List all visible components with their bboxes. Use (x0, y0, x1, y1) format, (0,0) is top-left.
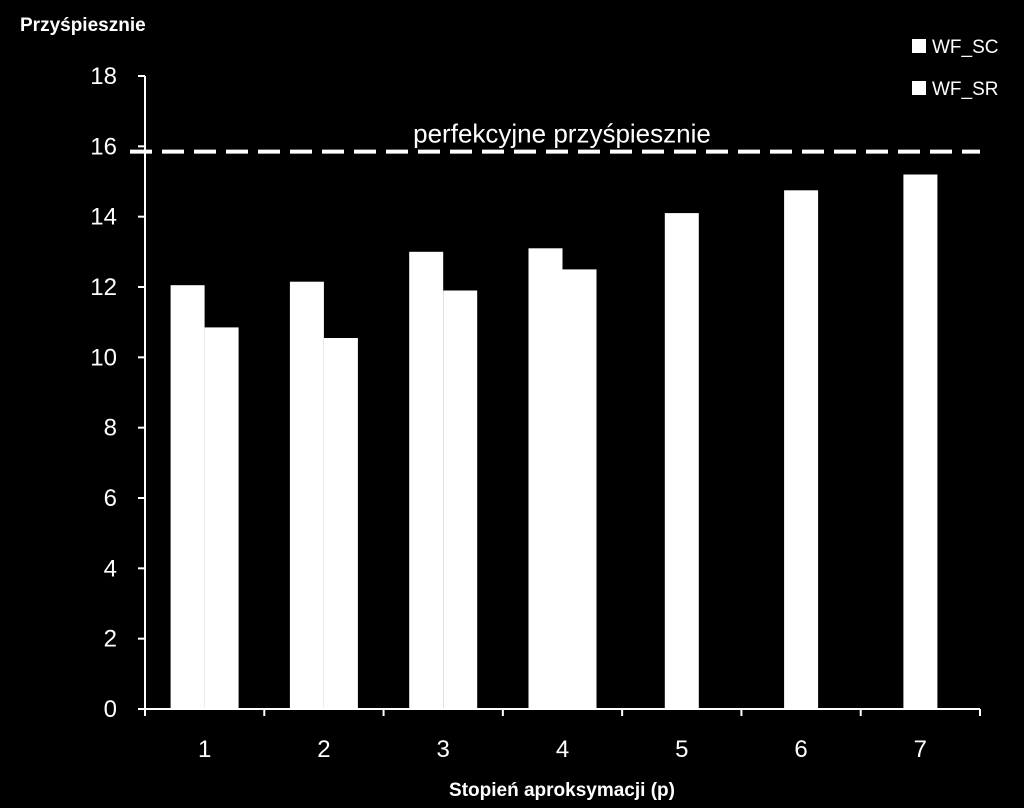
y-tick-label-16: 16 (90, 133, 117, 160)
reference-line-group: perfekcyjne przyśpiesznie (130, 119, 980, 154)
x-tick-label-5: 5 (675, 736, 688, 763)
y-tick-label-6: 6 (104, 485, 117, 512)
bar-wf_sr-4 (562, 269, 597, 709)
x-tick-label-1: 1 (198, 736, 211, 763)
x-tick-label-2: 2 (317, 736, 330, 763)
bar-wf_sc-2 (289, 281, 324, 709)
legend-swatch-wf_sr (912, 81, 926, 95)
y-tick-label-12: 12 (90, 274, 117, 301)
y-tick-label-18: 18 (90, 63, 117, 90)
bar-wf_sc-3 (409, 251, 444, 710)
y-tick-label-10: 10 (90, 344, 117, 371)
bar-wf_sr-3 (443, 290, 478, 709)
y-tick-label-8: 8 (104, 415, 117, 442)
x-tick-label-6: 6 (794, 736, 807, 763)
bar-wf_sr-7 (903, 174, 938, 709)
legend: WF_SC WF_SR (912, 37, 999, 100)
bar-wf_sr-5 (664, 213, 699, 709)
x-tick-label-3: 3 (437, 736, 450, 763)
legend-label-wf_sc: WF_SC (932, 37, 999, 58)
bars (170, 174, 938, 710)
bar-wf_sr-1 (204, 327, 239, 709)
legend-label-wf_sr: WF_SR (932, 79, 999, 100)
x-tick-label-4: 4 (556, 736, 569, 763)
bar-wf_sr-2 (323, 338, 358, 709)
y-axis-title: Przyśpiesznie (20, 15, 146, 36)
x-axis-title: Stopień aproksymacji (p) (449, 780, 675, 801)
y-tick-label-0: 0 (104, 696, 117, 723)
reference-line-label: perfekcyjne przyśpiesznie (413, 119, 711, 149)
y-tick-label-4: 4 (104, 555, 117, 582)
x-tick-label-7: 7 (914, 736, 927, 763)
y-tick-label-14: 14 (90, 204, 117, 231)
legend-swatch-wf_sc (912, 39, 926, 53)
bar-wf_sc-1 (170, 285, 205, 709)
y-tick-label-2: 2 (104, 626, 117, 653)
bar-wf_sc-4 (528, 248, 563, 710)
bar-wf_sr-6 (784, 190, 819, 710)
